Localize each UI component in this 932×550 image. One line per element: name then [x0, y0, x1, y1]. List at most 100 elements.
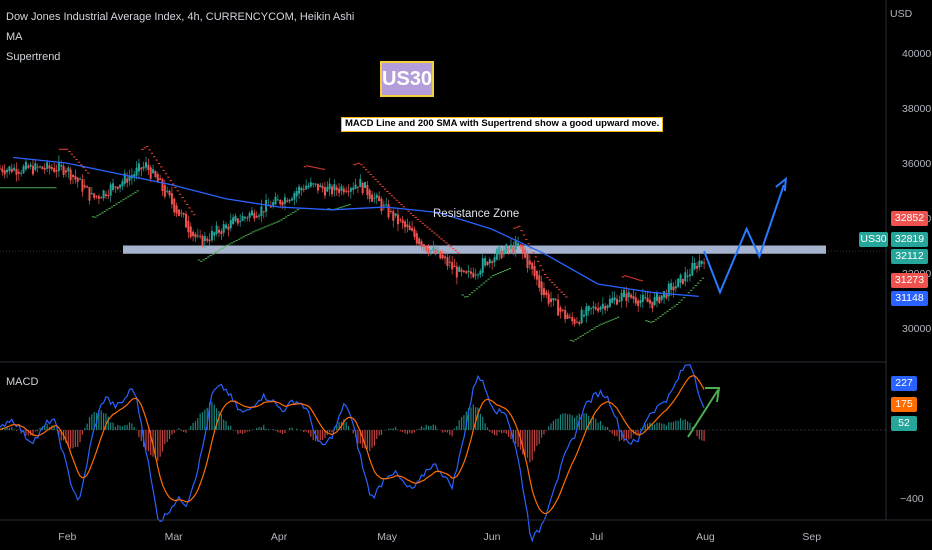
candle-body: [295, 190, 298, 197]
candle-body: [227, 226, 230, 230]
candle-body: [484, 258, 487, 266]
ticker-price-tag: US30: [859, 232, 888, 247]
candle-body: [6, 169, 9, 173]
candle-body: [192, 231, 195, 237]
candle-body: [246, 217, 249, 219]
candle-body: [512, 246, 515, 253]
candle-body: [406, 224, 409, 227]
candle-body: [521, 245, 524, 254]
candle-body: [210, 230, 213, 241]
date-tick-aug: Aug: [696, 531, 715, 543]
candle-body: [599, 306, 602, 310]
candle-body: [462, 270, 465, 272]
candle-body: [479, 270, 482, 275]
candle-body: [15, 169, 18, 175]
candle-body: [142, 166, 145, 169]
date-tick-apr: Apr: [271, 531, 288, 543]
candle-body: [453, 265, 456, 268]
candle-body: [387, 204, 390, 218]
candle-body: [531, 262, 534, 270]
candle-body: [107, 195, 110, 197]
price-tick-4: 38000: [902, 103, 931, 115]
candle-body: [477, 274, 480, 276]
supertrend-legend[interactable]: Supertrend: [6, 51, 61, 63]
candle-body: [601, 303, 604, 309]
candle-body: [665, 294, 668, 299]
price-label-3: 32112: [891, 249, 928, 264]
candle-body: [401, 219, 404, 224]
candle-body: [196, 235, 199, 237]
candle-body: [154, 171, 157, 177]
candle-body: [568, 316, 571, 318]
candle-body: [691, 262, 694, 276]
candle-body: [149, 167, 152, 179]
candle-body: [283, 197, 286, 204]
candle-body: [31, 165, 34, 175]
candle-body: [168, 190, 171, 196]
candle-body: [300, 187, 303, 191]
candle-body: [559, 307, 562, 312]
candle-body: [396, 214, 399, 225]
candle-body: [104, 194, 107, 196]
candle-body: [225, 224, 228, 229]
candle-body: [323, 187, 326, 196]
candle-body: [79, 178, 82, 180]
candle-body: [371, 194, 374, 202]
candle-body: [613, 297, 616, 301]
candle-body: [305, 185, 308, 190]
candle-body: [502, 250, 505, 255]
macd-tick-0: −400: [900, 493, 924, 505]
candle-body: [180, 212, 183, 214]
candle-body: [679, 274, 682, 283]
candle-body: [102, 190, 105, 198]
candle-body: [561, 309, 564, 311]
histogram-value-label: 52: [891, 416, 917, 431]
ticker-annotation[interactable]: US30: [380, 61, 434, 97]
candle-body: [55, 170, 58, 172]
candle-body: [446, 257, 449, 267]
candle-body: [524, 249, 527, 258]
resistance-zone-label[interactable]: Resistance Zone: [433, 208, 520, 220]
ma-200-line: [13, 156, 699, 298]
date-tick-jul: Jul: [590, 531, 603, 543]
candle-body: [590, 307, 593, 309]
candle-body: [46, 162, 49, 169]
candle-body: [333, 184, 336, 191]
ma-layer: [13, 156, 699, 298]
candle-body: [135, 167, 138, 176]
candle-body: [298, 186, 301, 194]
candle-body: [460, 269, 463, 272]
macd-legend[interactable]: MACD: [6, 376, 39, 388]
candle-body: [658, 296, 661, 304]
candle-body: [114, 186, 117, 188]
candle-body: [573, 319, 576, 325]
macd-value-label: 227: [891, 376, 917, 391]
candle-body: [413, 229, 416, 238]
candle-body: [646, 297, 649, 303]
candle-body: [338, 188, 341, 193]
candle-body: [592, 306, 595, 309]
candle-body: [700, 260, 703, 265]
candle-body: [458, 267, 461, 272]
candle-body: [630, 294, 633, 298]
date-tick-jun: Jun: [484, 531, 501, 543]
note-annotation[interactable]: MACD Line and 200 SMA with Supertrend sh…: [341, 117, 664, 132]
supertrend-layer: [0, 146, 705, 342]
candle-body: [491, 261, 494, 264]
candle-body: [173, 198, 176, 213]
candle-body: [272, 202, 275, 207]
candle-body: [429, 250, 432, 252]
candle-body: [580, 309, 583, 323]
ma-legend[interactable]: MA: [6, 31, 23, 43]
candle-body: [632, 296, 635, 299]
candle-body: [408, 225, 411, 231]
candle-body: [510, 244, 513, 249]
candle-body: [674, 286, 677, 289]
candle-body: [564, 309, 567, 320]
candle-body: [67, 167, 70, 172]
candle-body: [637, 300, 640, 306]
candle-body: [170, 193, 173, 205]
candle-body: [352, 187, 355, 190]
candle-body: [100, 197, 103, 199]
